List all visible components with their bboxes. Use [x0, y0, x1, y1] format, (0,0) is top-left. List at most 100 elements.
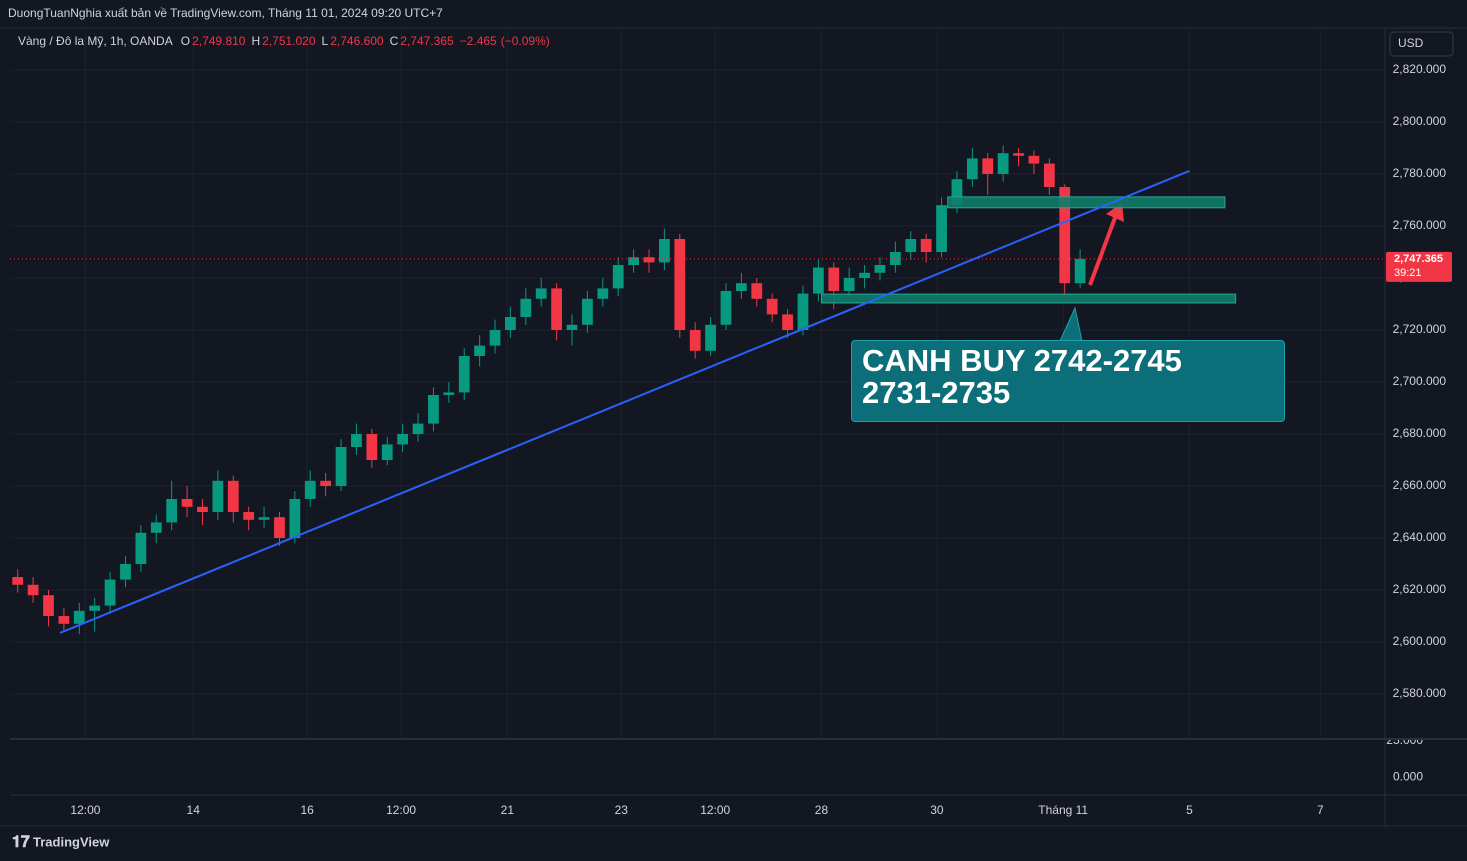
- zone: [820, 293, 1237, 304]
- y-tick-label: 25.000: [1386, 733, 1423, 747]
- candle-body: [889, 251, 901, 265]
- x-tick-label: 21: [501, 803, 515, 817]
- candle-body: [258, 517, 270, 520]
- candle-body: [705, 324, 716, 351]
- candle-body: [89, 605, 101, 611]
- candle-body: [859, 272, 870, 278]
- candle-body: [381, 444, 393, 461]
- ohlc-key: C: [389, 34, 399, 48]
- y-tick-label: 2,680.000: [1393, 426, 1447, 440]
- candle-body: [1013, 153, 1024, 156]
- candle-body: [1043, 163, 1055, 187]
- ohlc-value: 2,749.810: [192, 34, 246, 48]
- arrow: [1088, 214, 1118, 286]
- symbol: Vàng / Đô la Mỹ, 1h, OANDA: [18, 34, 173, 48]
- y-tick-label: 2,620.000: [1393, 582, 1447, 596]
- candle-body: [489, 329, 501, 346]
- last-price-box: [1386, 251, 1452, 282]
- attribution: DuongTuanNghia xuất bản về TradingView.c…: [8, 6, 443, 20]
- x-tick-label: 28: [815, 803, 829, 817]
- candle-body: [27, 584, 39, 596]
- candle-body: [720, 290, 732, 325]
- change: −2.465: [459, 34, 497, 48]
- candle-body: [1074, 258, 1086, 284]
- y-tick-label: 2,580.000: [1393, 686, 1447, 700]
- zone: [947, 196, 1226, 209]
- candle-body: [735, 283, 747, 291]
- candle-body: [551, 288, 563, 330]
- candle-body: [874, 264, 886, 273]
- candle-body: [274, 517, 285, 539]
- ohlc-value: 2,747.365: [400, 34, 454, 48]
- candle-body: [212, 480, 224, 513]
- logo: 𝟏𝟕: [12, 834, 30, 851]
- candle-body: [58, 616, 70, 624]
- candle-body: [766, 298, 778, 315]
- candle-body: [73, 610, 85, 624]
- candle-body: [936, 205, 947, 252]
- countdown: 39:21: [1394, 267, 1422, 279]
- candle-body: [197, 506, 208, 513]
- x-tick-label: 30: [930, 803, 944, 817]
- legend: Vàng / Đô la Mỹ, 1h, OANDA O 2,749.810 H 2,7…: [18, 34, 552, 48]
- ohlc-key: H: [251, 34, 261, 48]
- x-tick-label: 23: [615, 803, 629, 817]
- y-tick-label: 2,660.000: [1393, 478, 1447, 492]
- ohlc-key: O: [180, 34, 191, 48]
- candle-body: [428, 394, 439, 424]
- candle-body: [397, 433, 409, 445]
- candle-body: [689, 329, 701, 351]
- candle-body: [243, 512, 255, 520]
- candle-body: [320, 480, 332, 487]
- y-tick-label: 2,760.000: [1393, 218, 1447, 232]
- lower-axis: 25.000 0.000: [1386, 733, 1423, 784]
- candle-body: [1059, 186, 1071, 284]
- candle-body: [828, 267, 840, 291]
- x-tick-label: Tháng 11: [1038, 803, 1088, 817]
- candle-body: [12, 577, 24, 585]
- y-tick-label: 2,700.000: [1393, 374, 1447, 388]
- candle-body: [335, 446, 347, 487]
- x-tick-label: 12:00: [70, 803, 100, 817]
- candle-body: [474, 345, 486, 356]
- x-tick-label: 12:00: [700, 803, 730, 817]
- candle-body: [628, 257, 639, 265]
- candle-body: [597, 288, 609, 299]
- candle-body: [150, 522, 162, 533]
- currency: USD: [1398, 36, 1424, 50]
- x-tick-label: 5: [1186, 803, 1193, 817]
- candle-body: [997, 153, 1009, 174]
- candle-body: [505, 316, 516, 330]
- candle-body: [966, 158, 978, 180]
- candle-body: [289, 499, 301, 539]
- x-tick-label: 16: [300, 803, 314, 817]
- x-tick-label: 7: [1317, 803, 1324, 817]
- ohlc-value: 2,746.600: [330, 34, 384, 48]
- candle-body: [135, 532, 147, 565]
- y-tick-label: 2,780.000: [1393, 166, 1447, 180]
- candle-body: [674, 238, 686, 330]
- candle-body: [351, 433, 362, 447]
- candle-body: [612, 264, 624, 289]
- candle-body: [782, 314, 793, 330]
- candle-body: [104, 579, 116, 606]
- candle-body: [920, 238, 932, 252]
- change-pct: (−0.09%): [500, 34, 550, 48]
- x-tick-label: 14: [187, 803, 201, 817]
- currency-button[interactable]: [1389, 31, 1454, 57]
- candle-body: [797, 293, 809, 330]
- candle-body: [1028, 155, 1040, 164]
- y-tick-label: 0.000: [1393, 770, 1423, 784]
- ohlc-key: L: [321, 34, 329, 48]
- y-tick-label: 2,820.000: [1393, 62, 1447, 76]
- candle-body: [582, 298, 593, 325]
- candle-body: [566, 324, 578, 330]
- candle-body: [43, 595, 54, 617]
- candle-body: [166, 499, 178, 523]
- annotation: CANH BUY 2742-2745 2731-2735: [851, 340, 1285, 422]
- candle-body: [643, 257, 655, 263]
- candle-body: [982, 158, 994, 174]
- candle-body: [951, 179, 963, 206]
